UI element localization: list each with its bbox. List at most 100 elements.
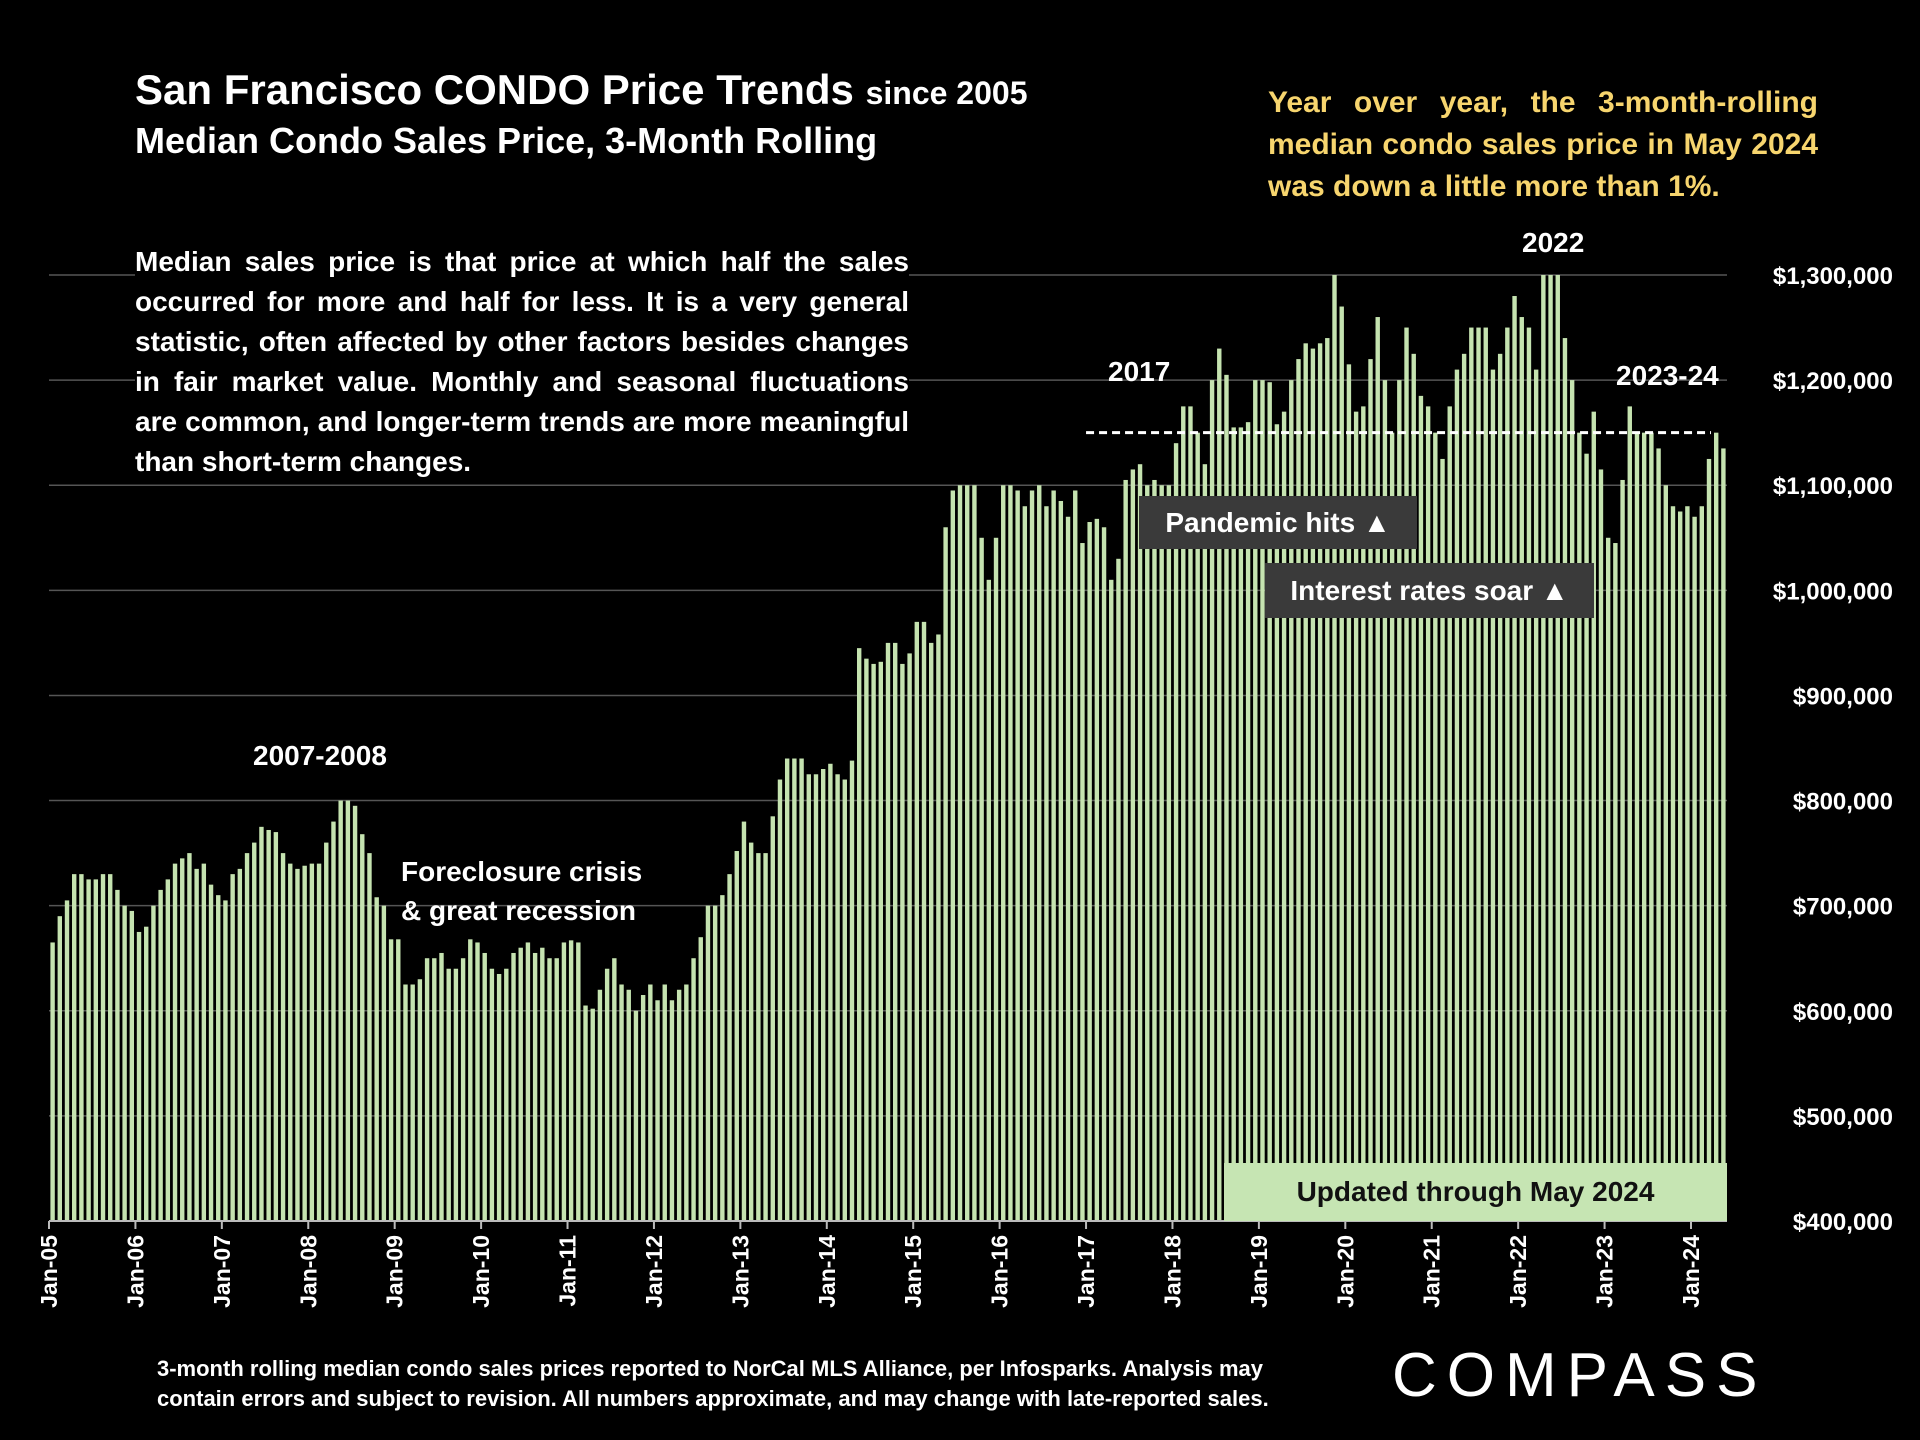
bar [662,984,667,1221]
x-tick-label: Jan-10 [468,1235,494,1308]
bar [1217,348,1222,1222]
bar [266,829,271,1221]
source-footnote: 3-month rolling median condo sales price… [157,1354,1269,1414]
bar [1317,343,1323,1221]
y-tick-label: $1,100,000 [1773,473,1893,500]
bar [1555,275,1560,1221]
bar [1274,424,1280,1221]
bar [316,863,322,1221]
bar [381,905,387,1221]
bar [489,968,495,1221]
bar [554,958,559,1221]
bar [410,984,415,1221]
bar [230,874,235,1221]
bar [1584,453,1589,1221]
bar [79,874,84,1221]
bar [1332,275,1337,1221]
bar [871,663,876,1221]
bar [720,895,725,1221]
bar [302,865,307,1221]
x-tick-label: Jan-05 [36,1235,62,1308]
y-tick-label: $1,200,000 [1773,368,1893,395]
bar [1346,364,1352,1221]
bar [309,863,315,1221]
bar [1353,411,1359,1222]
bar [1476,327,1481,1221]
bar [604,968,610,1221]
bar [201,863,207,1221]
bar [86,879,91,1221]
bar [1130,469,1136,1221]
bar [1721,448,1726,1221]
bar [640,995,646,1221]
bar [799,758,804,1221]
y-tick-label: $700,000 [1793,894,1893,921]
x-tick-label: Jan-13 [727,1235,753,1308]
bar [1181,406,1186,1221]
bar [273,832,279,1221]
x-tick-label: Jan-17 [1073,1235,1099,1308]
bar [835,774,840,1221]
annotation-2007-2008: 2007-2008 [253,740,387,771]
bar [878,661,883,1221]
bar [50,942,55,1221]
bar [1382,380,1388,1222]
bar [288,863,293,1221]
bar [1361,406,1366,1221]
y-tick-label: $1,000,000 [1773,578,1893,605]
bar [1692,516,1697,1221]
bar [1670,506,1676,1221]
bar [1101,527,1107,1221]
bar [756,853,761,1221]
bar [1634,432,1640,1222]
bar [684,984,689,1221]
bar [972,485,977,1221]
bar [1440,458,1445,1221]
bar [144,926,149,1221]
bar [496,973,502,1221]
bar [597,989,603,1221]
bar [1685,506,1690,1221]
bar [1598,469,1604,1221]
bar [1411,353,1416,1221]
bar [1137,464,1143,1221]
annotation-recession: & great recession [401,895,636,926]
bar [820,769,826,1221]
bar [698,937,703,1221]
bar [237,868,243,1221]
bar [1433,432,1438,1222]
bar [1166,485,1172,1221]
bar [1404,327,1409,1221]
bar [295,868,300,1221]
bar [914,621,920,1221]
bar [1080,543,1085,1221]
bar [475,942,480,1221]
bar [187,853,192,1221]
bar [1656,448,1661,1221]
bar [352,805,358,1221]
bar [1483,327,1488,1221]
bar [1541,275,1546,1221]
bar [1195,432,1200,1222]
x-tick-label: Jan-19 [1246,1235,1272,1308]
bar [1073,490,1078,1221]
bar [1310,348,1316,1222]
bar [460,958,466,1221]
bar [1706,458,1712,1221]
bar [1116,558,1121,1221]
bar [194,868,199,1221]
bar [633,1010,639,1221]
bar [1188,406,1193,1221]
annotation-foreclosure: Foreclosure crisis [401,856,643,887]
yoy-callout: Year over year, the 3-month-rolling medi… [1268,86,1818,203]
bar [1505,327,1510,1221]
bar [1303,343,1308,1221]
bar [1123,479,1128,1221]
bar [1037,485,1042,1221]
pandemic-label: Pandemic hits ▲ [1139,496,1417,549]
bar [93,879,99,1221]
x-tick-label: Jan-06 [122,1235,148,1308]
bar [374,897,379,1221]
bar [1238,427,1244,1221]
bar [626,989,631,1221]
